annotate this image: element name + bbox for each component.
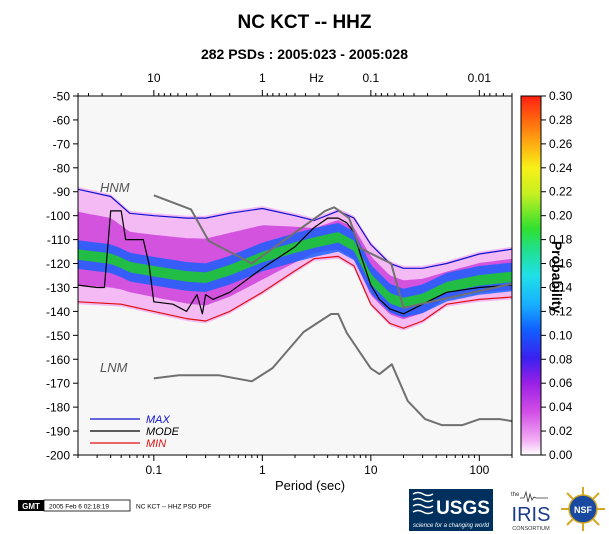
lnm-annotation: LNM xyxy=(100,360,128,375)
series-line-hnm xyxy=(153,194,512,309)
y-tick-label: -90 xyxy=(53,185,71,199)
nsf-text: NSF xyxy=(574,505,593,515)
colorbar-tick-label: 0.22 xyxy=(549,185,573,199)
top-tick-label: 10 xyxy=(147,71,161,85)
y-tick-label: -160 xyxy=(46,353,70,367)
chart-subtitle: 282 PSDs : 2005:023 - 2005:028 xyxy=(200,46,409,62)
top-axis-unit: Hz xyxy=(309,71,324,85)
legend-max-label: MAX xyxy=(146,414,171,426)
gmt-logo-text: GMT xyxy=(22,502,40,511)
colorbar-tick-label: 0.12 xyxy=(549,304,573,318)
colorbar-tick-label: 0.24 xyxy=(549,161,573,175)
usgs-text: USGS xyxy=(436,498,490,519)
y-tick-label: -200 xyxy=(46,449,70,463)
y-tick-label: -120 xyxy=(46,257,70,271)
timestamp: 2005 Feb 6 02:18:19 xyxy=(49,504,109,511)
y-tick-label: -50 xyxy=(53,90,71,104)
y-axis: -50 -60 -70 -80 -90 -100 -110 -120 -130 -140 -150 -… xyxy=(46,90,78,463)
series-line-mode xyxy=(78,210,512,315)
series-lines xyxy=(78,188,512,427)
colorbar-label: Probability xyxy=(549,240,565,314)
series-line-min xyxy=(78,255,512,329)
y-tick-label: -100 xyxy=(46,209,70,223)
usgs-tagline: science for a changing world xyxy=(413,523,490,529)
y-tick-label: -180 xyxy=(46,401,70,415)
colorbar xyxy=(520,95,542,456)
legend-mode-label: MODE xyxy=(146,426,180,438)
iris-consortium: CONSORTIUM xyxy=(512,526,550,532)
colorbar-tick-label: 0.30 xyxy=(549,89,573,103)
colorbar-tick-label: 0.08 xyxy=(549,352,573,366)
y-tick-label: -170 xyxy=(46,377,70,391)
usgs-logo: USGS science for a changing world xyxy=(409,489,493,531)
iris-prefix: the xyxy=(511,492,520,498)
y-tick-label: -130 xyxy=(46,281,70,295)
chart-title: NC KCT -- HHZ xyxy=(237,12,372,33)
timestamp-box xyxy=(43,499,131,512)
iris-text: IRIS xyxy=(512,504,551,526)
colorbar-tick-label: 0.10 xyxy=(549,328,573,342)
x-axis-label: Period (sec) xyxy=(274,478,346,493)
iris-logo: the IRIS CONSORTIUM xyxy=(511,490,551,532)
top-tick-label: 0.1 xyxy=(362,71,379,85)
y-tick-label: -190 xyxy=(46,425,70,439)
colorbar-tick-label: 0.04 xyxy=(549,400,573,414)
x-axis: 0.1 1 10 100 xyxy=(77,455,513,477)
y-tick-label: -110 xyxy=(47,233,70,247)
colorbar-tick-label: 0.02 xyxy=(549,424,573,438)
y-tick-label: -60 xyxy=(53,113,71,127)
y-tick-label: -70 xyxy=(53,137,71,151)
y-tick-label: -140 xyxy=(46,305,70,319)
top-tick-label: 0.01 xyxy=(468,71,492,85)
heat-band-inner xyxy=(78,223,512,318)
colorbar-tick-label: 0.16 xyxy=(549,257,573,271)
colorbar-ticks: 0.00 0.02 0.04 0.06 0.08 0.10 0.12 0.14 0.16 0.18… xyxy=(541,89,573,462)
colorbar-tick-label: 0.20 xyxy=(549,209,573,223)
colorbar-tick-label: 0.14 xyxy=(549,280,573,294)
psd-density-heatmap xyxy=(78,186,512,331)
series-line-lnm xyxy=(153,313,512,427)
colorbar-tick-label: 0.26 xyxy=(549,137,573,151)
y-tick-label: -80 xyxy=(53,161,71,175)
x-tick-label: 0.1 xyxy=(145,463,162,477)
x-tick-label: 100 xyxy=(469,463,489,477)
series-line-max xyxy=(78,188,512,269)
legend-min-label: MIN xyxy=(146,438,166,450)
hnm-annotation: HNM xyxy=(100,180,130,195)
y-tick-label: -150 xyxy=(46,329,70,343)
colorbar-tick-label: 0.18 xyxy=(549,233,573,247)
top-axis: 10 1 0.1 0.01 Hz xyxy=(77,71,513,96)
colorbar-tick-label: 0.00 xyxy=(549,448,573,462)
top-tick-label: 1 xyxy=(259,71,266,85)
gmt-logo xyxy=(18,500,44,511)
x-tick-label: 1 xyxy=(259,463,266,477)
colorbar-tick-label: 0.28 xyxy=(549,113,573,127)
x-tick-label: 10 xyxy=(364,463,378,477)
nsf-logo: NSF xyxy=(561,487,605,531)
colorbar-tick-label: 0.06 xyxy=(549,376,573,390)
footer-caption: NC KCT -- HHZ PSD PDF xyxy=(136,504,211,511)
legend: MAX MODE MIN xyxy=(90,414,180,450)
